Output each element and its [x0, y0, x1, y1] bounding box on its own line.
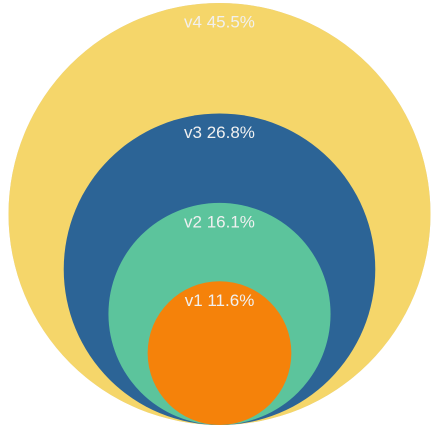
label-v1: v1 11.6% — [185, 291, 255, 310]
label-v3: v3 26.8% — [184, 123, 255, 142]
circle-v1 — [147, 281, 292, 425]
label-v4: v4 45.5% — [184, 12, 255, 31]
label-v2: v2 16.1% — [184, 212, 255, 231]
